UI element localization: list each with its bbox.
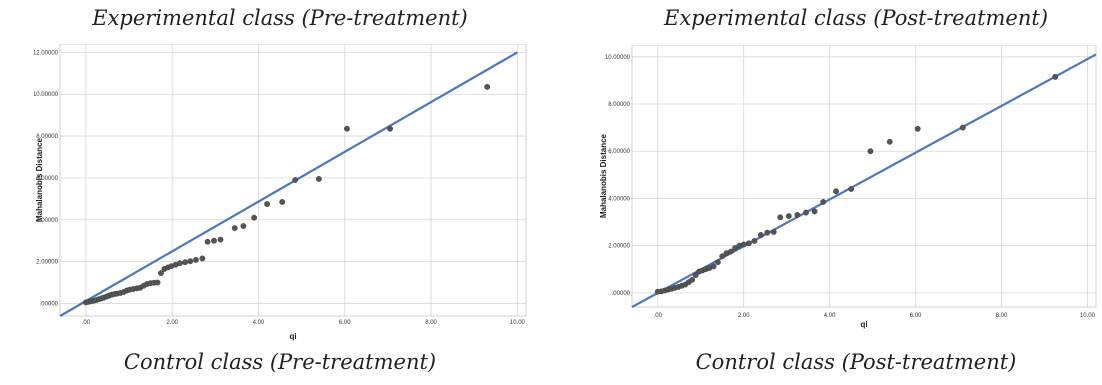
data-point [315,176,322,182]
caption-experimental-post: Experimental class (Post-treatment) [663,6,1049,30]
data-point [692,272,699,279]
y-tick-label: 8.00000 [36,134,58,140]
reference-line [59,51,518,317]
y-tick-label: 10.00000 [34,92,59,98]
x-tick-label: 8.00 [425,320,437,326]
x-tick-label: 8.00 [996,313,1008,319]
data-point [740,241,747,248]
y-tick-label: 6.00000 [36,176,58,182]
x-tick-label: 6.00 [910,313,922,319]
plot-frame [59,44,527,317]
y-tick-label: 4.00000 [36,218,58,224]
data-point [240,223,247,229]
y-axis-title: Mahalanobis Distance [35,137,44,222]
data-point [727,248,734,255]
data-point [193,257,199,263]
y-tick-label: 2.00000 [608,244,630,250]
y-tick-label: 10.00000 [605,55,631,61]
caption-experimental-pre: Experimental class (Pre-treatment) [92,6,468,30]
data-point [794,212,801,218]
x-tick-label: .00 [82,320,91,326]
y-tick-label: .00000 [612,291,631,297]
caption-control-post: Control class (Post-treatment) [695,350,1017,374]
data-point [803,209,809,216]
data-point [764,229,771,236]
reference-line [631,53,1097,308]
data-point [182,259,189,266]
x-tick-label: 10.00 [1080,313,1096,319]
data-point [264,201,271,207]
x-tick-label: 2.00 [166,320,178,326]
y-tick-label: 8.00000 [608,102,630,108]
data-point [484,83,491,90]
data-point [1052,73,1059,80]
data-point [785,213,792,220]
data-point [751,238,758,244]
data-point [777,214,784,221]
data-point [848,186,855,192]
y-tick-label: 2.00000 [36,260,58,266]
data-point [217,236,224,243]
data-point [867,148,874,155]
data-point [886,138,893,145]
x-tick-label: 4.00 [253,320,265,326]
data-point [689,276,696,283]
x-tick-label: .00 [654,313,663,319]
data-point [745,240,752,247]
data-point [715,259,721,266]
y-tick-label: .00000 [40,301,59,307]
data-point [344,125,350,132]
x-tick-label: 10.00 [510,320,526,326]
data-point [251,214,258,221]
data-point [279,199,286,205]
x-axis-title: qi [289,332,296,341]
data-point [204,238,211,245]
data-point [719,253,726,260]
data-point [914,125,921,132]
data-point [833,188,839,195]
data-point [231,225,238,232]
data-point [154,279,161,286]
data-point [177,260,183,267]
data-point [187,258,194,265]
data-point [199,255,206,262]
qq-plot-pre-treatment: .00 2.00 4.00 6.00 8.00 10.00 .00000 2.00000 4.0… [34,44,527,341]
data-point [387,125,393,132]
data-point [292,177,299,183]
y-axis-title: Mahalanobis Distance [599,133,608,218]
data-point [959,124,966,131]
x-tick-label: 4.00 [824,313,836,319]
x-tick-label: 6.00 [339,320,351,326]
caption-control-pre: Control class (Pre-treatment) [123,350,437,374]
y-tick-label: 6.00000 [608,149,630,155]
data-point [211,237,217,244]
x-axis-title: qi [860,320,867,329]
data-point [158,270,164,277]
data-point [770,229,777,235]
plot-frame [631,45,1097,308]
y-tick-label: 4.00000 [608,196,630,202]
x-tick-label: 2.00 [738,313,750,319]
data-point [757,232,764,238]
data-point [710,263,717,270]
data-point [820,199,827,205]
y-tick-label: 12.00000 [34,50,59,56]
data-point [811,208,818,215]
qq-plot-post-treatment: .00 2.00 4.00 6.00 8.00 10.00 .00000 2.00000 4.0… [599,45,1097,329]
